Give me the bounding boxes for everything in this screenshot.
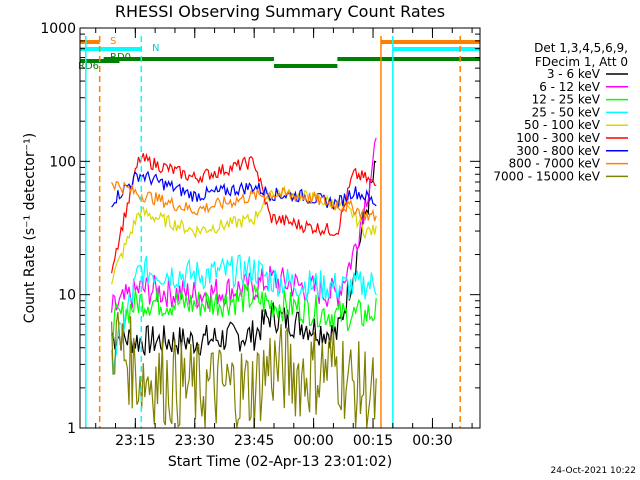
series-layer [111,137,377,429]
series-line [111,283,377,340]
flag-bars: S N RD0 RD6 [78,36,480,72]
y-tick-label: 10 [58,288,76,304]
series-line [111,185,377,285]
flag-label: S [110,36,116,47]
x-axis-label: Start Time (02-Apr-13 23:01:02) [168,454,392,470]
legend: Det 1,3,4,5,6,9,FDecim 1, Att 03 - 6 keV… [493,41,628,183]
x-tick-label: 00:15 [353,433,393,449]
vertical-markers [85,36,461,428]
flag-label: RD0 [110,52,131,63]
legend-entry: 300 - 800 keV [516,144,600,158]
x-tick-label: 00:30 [412,433,452,449]
series-line [111,312,377,429]
series-line [111,137,377,313]
legend-entry: 50 - 100 keV [524,118,601,132]
y-tick-label: 100 [49,154,76,170]
legend-entry: 100 - 300 keV [516,131,600,145]
x-axis: 23:15 23:30 23:45 00:00 00:15 00:30 [95,28,473,449]
legend-entry: 25 - 50 keV [532,105,601,119]
legend-header: Det 1,3,4,5,6,9, [534,41,628,55]
legend-entry: 800 - 7000 keV [509,157,601,171]
series-line [111,254,377,376]
legend-header: FDecim 1, Att 0 [535,55,628,69]
chart-title: RHESSI Observing Summary Count Rates [115,2,445,21]
y-axis: 1 10 100 1000 [40,21,480,437]
series-line [111,152,377,274]
legend-entry: 12 - 25 keV [532,93,601,107]
x-tick-label: 23:15 [115,433,155,449]
plot-frame [79,27,481,429]
series-line [111,181,377,222]
series-line [111,160,377,356]
legend-entry: 6 - 12 keV [539,80,601,94]
y-tick-label: 1000 [40,21,76,37]
date-stamp: 24-Oct-2021 10:22 [551,466,636,476]
x-tick-label: 00:00 [293,433,333,449]
flag-label: N [152,43,159,54]
legend-entry: 3 - 6 keV [547,67,601,81]
y-axis-label: Count Rate (s⁻¹ detector⁻¹) [22,133,38,323]
x-tick-label: 23:45 [234,433,274,449]
x-tick-label: 23:30 [175,433,215,449]
y-tick-label: 1 [67,421,76,437]
flag-label: RD6 [78,61,99,72]
legend-entry: 7000 - 15000 keV [493,169,600,183]
